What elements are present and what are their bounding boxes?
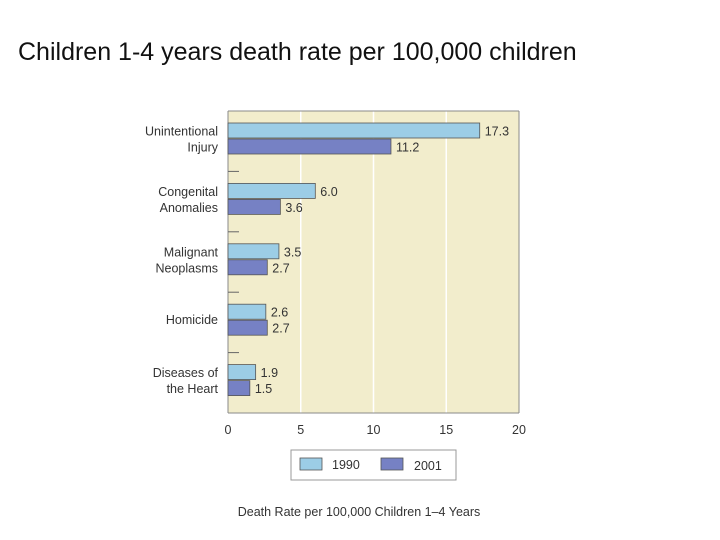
bar <box>227 303 267 320</box>
bar <box>227 319 268 336</box>
data-label: 3.6 <box>285 201 302 215</box>
x-tick-label: 5 <box>297 423 304 437</box>
x-axis-title: Death Rate per 100,000 Children 1–4 Year… <box>238 505 481 519</box>
category-label: Anomalies <box>160 201 218 215</box>
legend-label: 1990 <box>332 458 360 472</box>
data-label: 6.0 <box>320 185 337 199</box>
legend-swatch-1990 <box>299 457 323 471</box>
data-label: 1.9 <box>261 366 278 380</box>
category-label: Homicide <box>166 313 218 327</box>
data-label: 11.2 <box>396 141 419 155</box>
bar <box>227 380 251 397</box>
slide-title: Children 1-4 years death rate per 100,00… <box>18 38 577 66</box>
bar <box>227 259 268 276</box>
x-tick-label: 15 <box>439 423 453 437</box>
bar <box>227 182 316 199</box>
bar <box>227 243 280 260</box>
category-label: Congenital <box>158 185 218 199</box>
legend-swatch-2001 <box>380 457 404 471</box>
data-label: 2.7 <box>272 322 289 336</box>
category-label: Injury <box>187 141 218 155</box>
category-label: Diseases of <box>153 366 219 380</box>
x-tick-label: 10 <box>367 423 381 437</box>
category-label: Malignant <box>164 245 219 259</box>
data-label: 17.3 <box>485 125 509 139</box>
data-label: 2.7 <box>272 261 289 275</box>
x-tick-label: 20 <box>512 423 526 437</box>
category-label: Unintentional <box>145 125 218 139</box>
data-label: 1.5 <box>255 382 272 396</box>
data-label: 3.5 <box>284 245 301 259</box>
bar <box>227 122 481 139</box>
bar <box>227 364 257 381</box>
bar <box>227 138 392 155</box>
x-tick-label: 0 <box>225 423 232 437</box>
category-label: the Heart <box>167 382 219 396</box>
legend-label: 2001 <box>414 459 442 473</box>
data-label: 2.6 <box>271 306 288 320</box>
category-label: Neoplasms <box>155 261 218 275</box>
bar <box>227 198 281 215</box>
